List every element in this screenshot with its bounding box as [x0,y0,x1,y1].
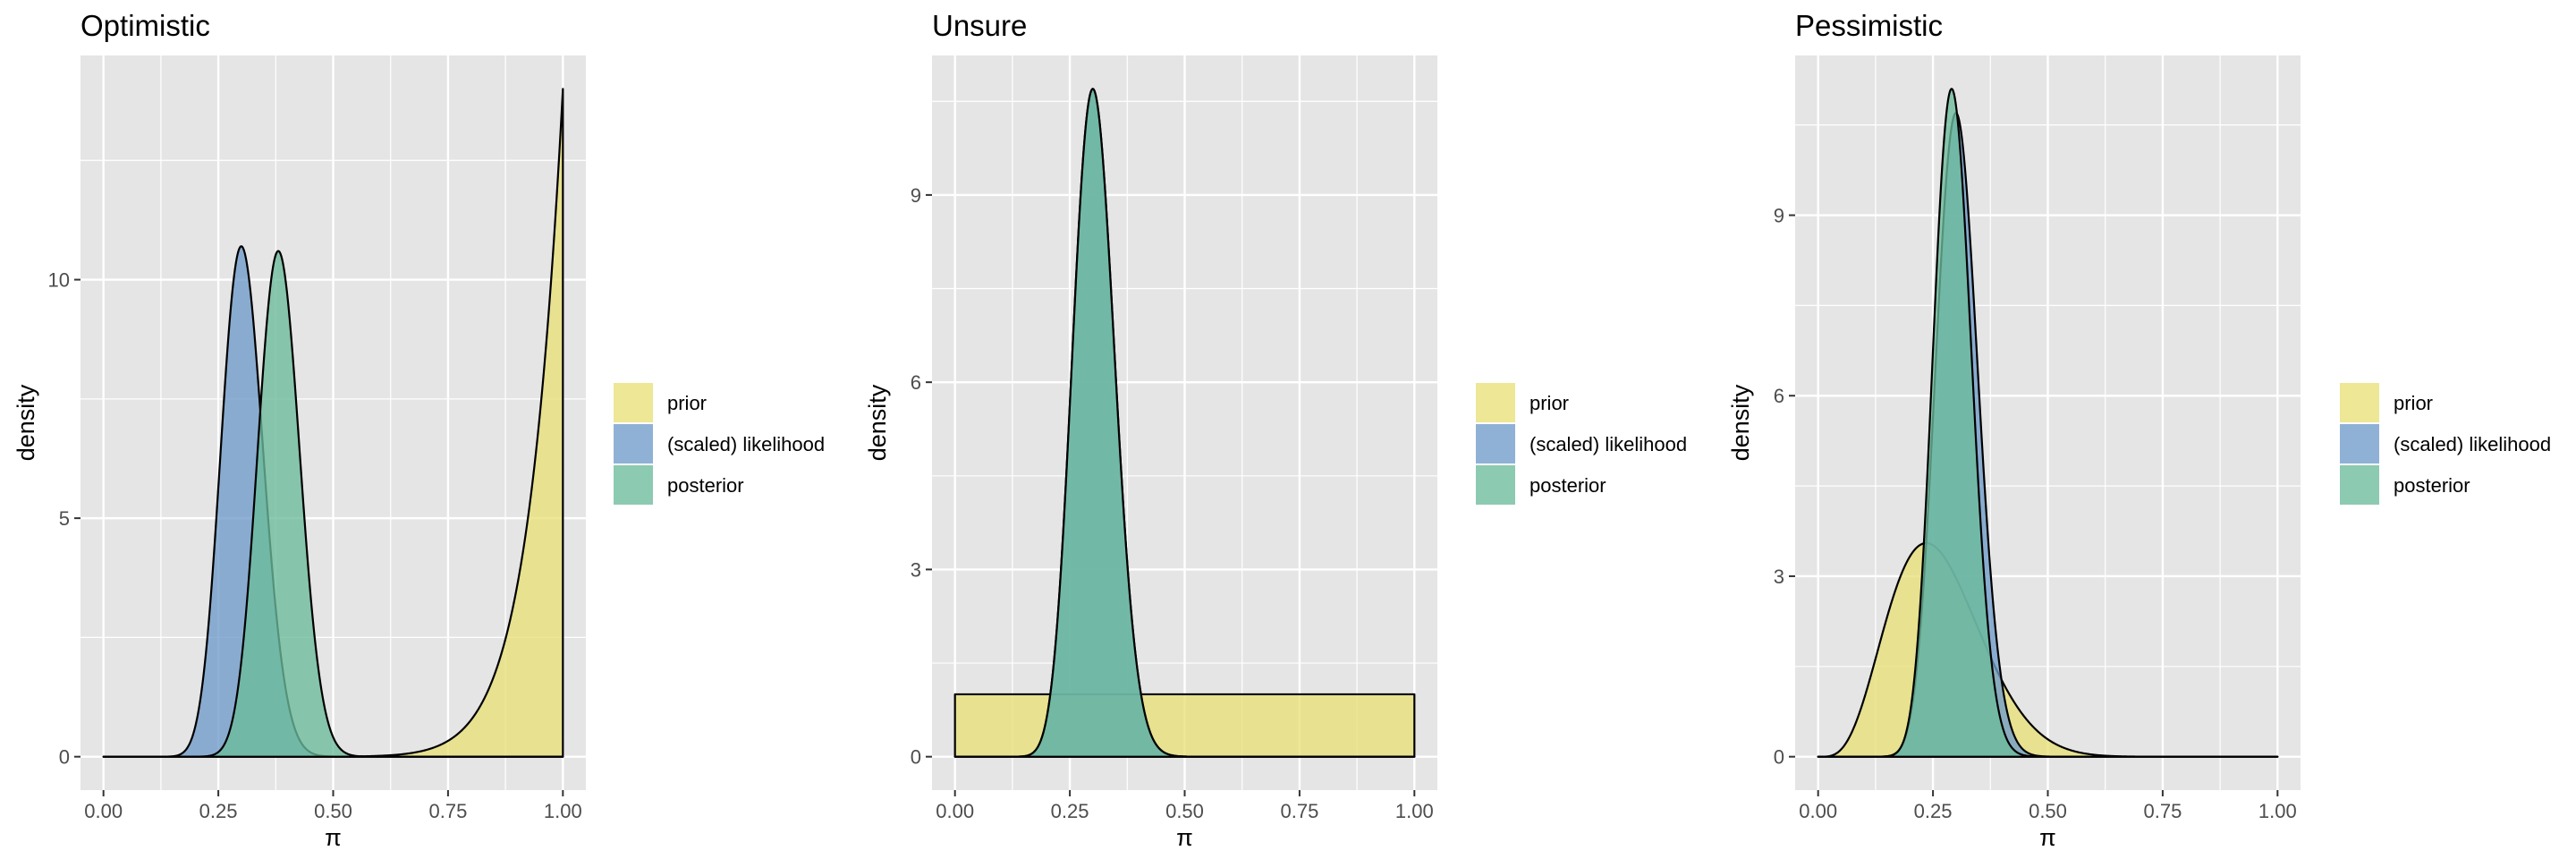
x-tick-label: 1.00 [2258,800,2297,822]
chart-panel-1: 0.00 0.25 0.50 0.75 1.00 0 3 6 9 Unsure π density pr… [864,9,1687,851]
x-tick-label: 1.00 [544,800,582,822]
legend-label: prior [2394,392,2433,414]
density-area-posterior [102,250,564,758]
legend-key-likelihood [614,424,653,464]
panel-title: Pessimistic [1795,9,1943,42]
legend: prior (scaled) likelihood posterior [2340,383,2551,505]
legend-key-prior [1476,383,1515,422]
legend-label: (scaled) likelihood [667,433,825,455]
density-area-posterior [1817,88,2279,758]
legend-key-prior [2340,383,2379,422]
y-tick-label: 10 [48,269,70,292]
y-tick-label: 5 [59,507,70,530]
y-axis-title: density [1727,384,1754,461]
legend-key-likelihood [2340,424,2379,464]
y-tick-label: 0 [1774,746,1784,769]
chart-panel-2: 0.00 0.25 0.50 0.75 1.00 0 3 6 9 Pessimistic π dens… [1727,9,2551,851]
legend-label: posterior [667,474,744,497]
density-area-posterior [953,88,1416,758]
legend: prior (scaled) likelihood posterior [1476,383,1687,505]
density-area-prior [953,693,1416,758]
legend-label: prior [667,392,707,414]
x-tick-label: 0.75 [1280,800,1318,822]
x-tick-label: 0.25 [1051,800,1089,822]
x-axis-title: π [325,824,342,851]
x-tick-label: 0.50 [314,800,352,822]
legend-key-posterior [2340,465,2379,505]
legend-key-likelihood [1476,424,1515,464]
legend: prior (scaled) likelihood posterior [614,383,825,505]
legend-label: prior [1530,392,1569,414]
x-axis-title: π [2039,824,2056,851]
y-tick-label: 0 [911,746,921,769]
x-tick-label: 0.25 [1914,800,1953,822]
y-tick-label: 6 [911,371,921,394]
x-tick-label: 0.00 [84,800,123,822]
x-axis-title: π [1176,824,1193,851]
panel-title: Optimistic [80,9,210,42]
x-tick-label: 0.75 [2143,800,2182,822]
y-axis-title: density [13,384,39,461]
legend-label: (scaled) likelihood [1530,433,1687,455]
x-tick-label: 0.25 [199,800,238,822]
x-tick-label: 0.75 [428,800,467,822]
legend-label: (scaled) likelihood [2394,433,2551,455]
legend-key-posterior [614,465,653,505]
panel-title: Unsure [932,9,1027,42]
x-tick-label: 0.00 [1799,800,1837,822]
y-tick-label: 9 [1774,205,1784,227]
chart-panel-0: 0.00 0.25 0.50 0.75 1.00 0 5 10 Optimistic π densi… [13,9,825,851]
x-tick-label: 0.50 [2029,800,2067,822]
y-tick-label: 3 [911,558,921,581]
x-tick-label: 1.00 [1395,800,1434,822]
y-tick-label: 0 [59,746,70,769]
legend-label: posterior [1530,474,1606,497]
y-tick-label: 6 [1774,385,1784,407]
x-tick-label: 0.00 [936,800,974,822]
y-tick-label: 9 [911,184,921,207]
legend-key-posterior [1476,465,1515,505]
legend-label: posterior [2394,474,2470,497]
legend-key-prior [614,383,653,422]
y-axis-title: density [864,384,891,461]
x-tick-label: 0.50 [1165,800,1204,822]
y-tick-label: 3 [1774,566,1784,588]
